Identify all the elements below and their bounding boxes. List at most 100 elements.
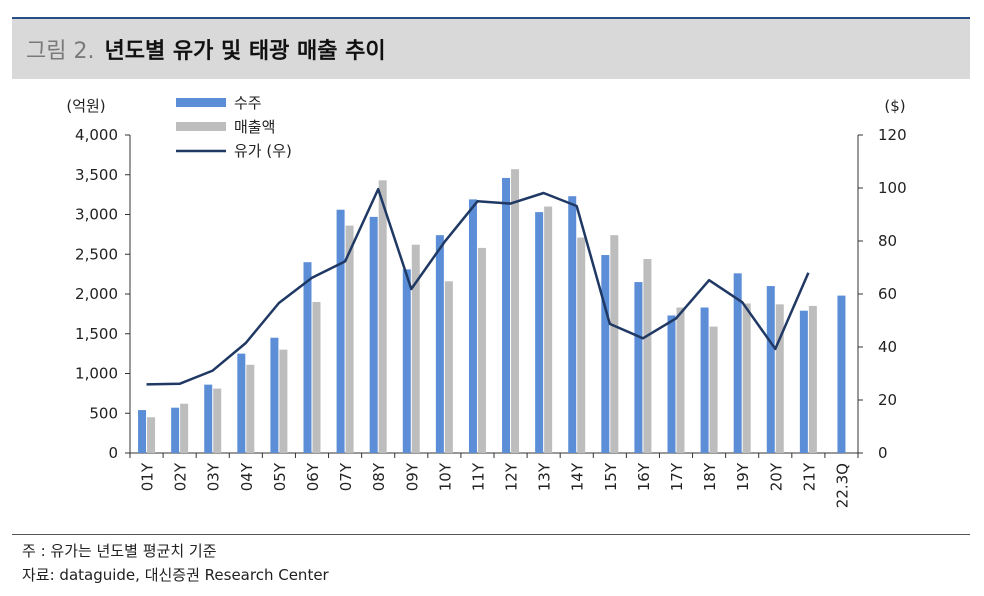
x-tick-label: 03Y xyxy=(205,462,223,491)
orders-bar xyxy=(435,235,444,453)
x-tick-label: 14Y xyxy=(569,462,587,491)
orders-bar xyxy=(468,199,477,453)
orders-bar xyxy=(336,209,345,453)
footnote: 주 : 유가는 년도별 평균치 기준 xyxy=(22,542,217,560)
x-tick-label: 18Y xyxy=(701,462,719,491)
figure-number: 그림 2. xyxy=(26,39,95,64)
sales-bar xyxy=(246,364,255,453)
x-tick-label: 04Y xyxy=(238,462,256,491)
x-tick-label: 13Y xyxy=(536,462,554,491)
sales-bar xyxy=(511,169,520,453)
axes: 0 500 1,000 1,500 2,000 2,500 3,000 3,500 4,000 0… xyxy=(66,97,906,508)
legend-sales-swatch xyxy=(176,122,226,131)
x-tick-label: 17Y xyxy=(668,462,686,491)
orders-bar xyxy=(171,407,180,453)
right-tick-label: 0 xyxy=(878,444,888,462)
sales-bar xyxy=(808,305,817,453)
sales-bar xyxy=(643,259,652,453)
orders-bar xyxy=(766,286,775,453)
x-tick-label: 01Y xyxy=(139,462,157,491)
orders-bar xyxy=(535,212,544,453)
left-tick-label: 3,500 xyxy=(75,166,118,184)
orders-bar xyxy=(634,282,643,453)
left-tick-label: 2,500 xyxy=(75,245,118,263)
right-tick-label: 100 xyxy=(878,179,907,197)
figure-title: 년도별 유가 및 태광 매출 추이 xyxy=(104,39,386,64)
oil-line xyxy=(146,187,810,386)
bottom-rule xyxy=(12,534,970,535)
x-tick-label: 02Y xyxy=(172,462,190,491)
bars xyxy=(138,169,846,453)
sales-bar xyxy=(577,237,586,453)
sales-bar xyxy=(345,225,354,453)
sales-bar xyxy=(610,235,619,453)
sales-bar xyxy=(279,349,288,453)
orders-bar xyxy=(601,255,610,453)
orders-bar xyxy=(204,384,213,453)
oil-price-line xyxy=(146,187,810,386)
orders-bar xyxy=(369,216,378,453)
orders-bar xyxy=(568,196,577,453)
right-tick-label: 60 xyxy=(878,285,897,303)
left-tick-label: 2,000 xyxy=(75,285,118,303)
orders-bar xyxy=(138,410,147,453)
x-tick-label: 16Y xyxy=(635,462,653,491)
combo-chart: 0 500 1,000 1,500 2,000 2,500 3,000 3,500 4,000 0… xyxy=(66,94,906,508)
x-tick-label: 11Y xyxy=(469,462,487,491)
sales-bar xyxy=(411,244,420,453)
sales-bar xyxy=(378,180,387,453)
sales-bar xyxy=(147,417,156,453)
legend-orders-label: 수주 xyxy=(234,94,262,112)
orders-bar xyxy=(270,337,279,453)
sales-bar xyxy=(444,281,453,453)
right-axis-unit: ($) xyxy=(884,97,905,115)
x-tick-label: 07Y xyxy=(337,462,355,491)
sales-bar xyxy=(742,303,751,453)
sales-bar xyxy=(544,206,553,453)
sales-bar xyxy=(477,247,486,453)
source-note: 자료: dataguide, 대신증권 Research Center xyxy=(22,566,329,584)
x-tick-label: 19Y xyxy=(734,462,752,491)
orders-bar xyxy=(733,273,742,453)
legend-orders-swatch xyxy=(176,98,226,107)
left-tick-label: 4,000 xyxy=(75,126,118,144)
left-tick-label: 500 xyxy=(89,404,118,422)
left-tick-label: 3,000 xyxy=(75,206,118,224)
right-tick-label: 20 xyxy=(878,391,897,409)
figure-header: 그림 2. 년도별 유가 및 태광 매출 추이 xyxy=(12,19,970,79)
orders-bar xyxy=(237,353,246,453)
orders-bar xyxy=(502,177,511,453)
x-tick-label: 15Y xyxy=(602,462,620,491)
orders-bar xyxy=(799,310,808,453)
sales-bar xyxy=(709,326,718,453)
x-tick-label: 08Y xyxy=(370,462,388,491)
left-tick-label: 1,500 xyxy=(75,325,118,343)
x-tick-label: 21Y xyxy=(800,462,818,491)
orders-bar xyxy=(700,307,709,453)
x-tick-label: 22.3Q xyxy=(833,463,851,508)
left-tick-label: 0 xyxy=(108,444,118,462)
orders-bar xyxy=(402,269,411,453)
legend-sales-label: 매출액 xyxy=(234,118,275,136)
x-tick-label: 05Y xyxy=(271,462,289,491)
orders-bar xyxy=(667,315,676,453)
sales-bar xyxy=(312,301,321,453)
sales-bar xyxy=(180,403,189,453)
x-tick-label: 09Y xyxy=(403,462,421,491)
right-tick-label: 80 xyxy=(878,232,897,250)
right-tick-label: 40 xyxy=(878,338,897,356)
left-axis-unit: (억원) xyxy=(66,97,105,115)
legend-oil-label: 유가 (우) xyxy=(234,142,292,160)
x-tick-label: 12Y xyxy=(503,462,521,491)
sales-bar xyxy=(676,307,685,453)
right-tick-label: 120 xyxy=(878,126,907,144)
left-tick-label: 1,000 xyxy=(75,365,118,383)
x-tick-label: 10Y xyxy=(436,462,454,491)
x-tick-label: 06Y xyxy=(304,462,322,491)
sales-bar xyxy=(213,388,222,453)
sales-bar xyxy=(775,304,784,453)
orders-bar xyxy=(303,262,312,453)
orders-bar xyxy=(837,295,846,453)
top-rule xyxy=(12,17,970,19)
